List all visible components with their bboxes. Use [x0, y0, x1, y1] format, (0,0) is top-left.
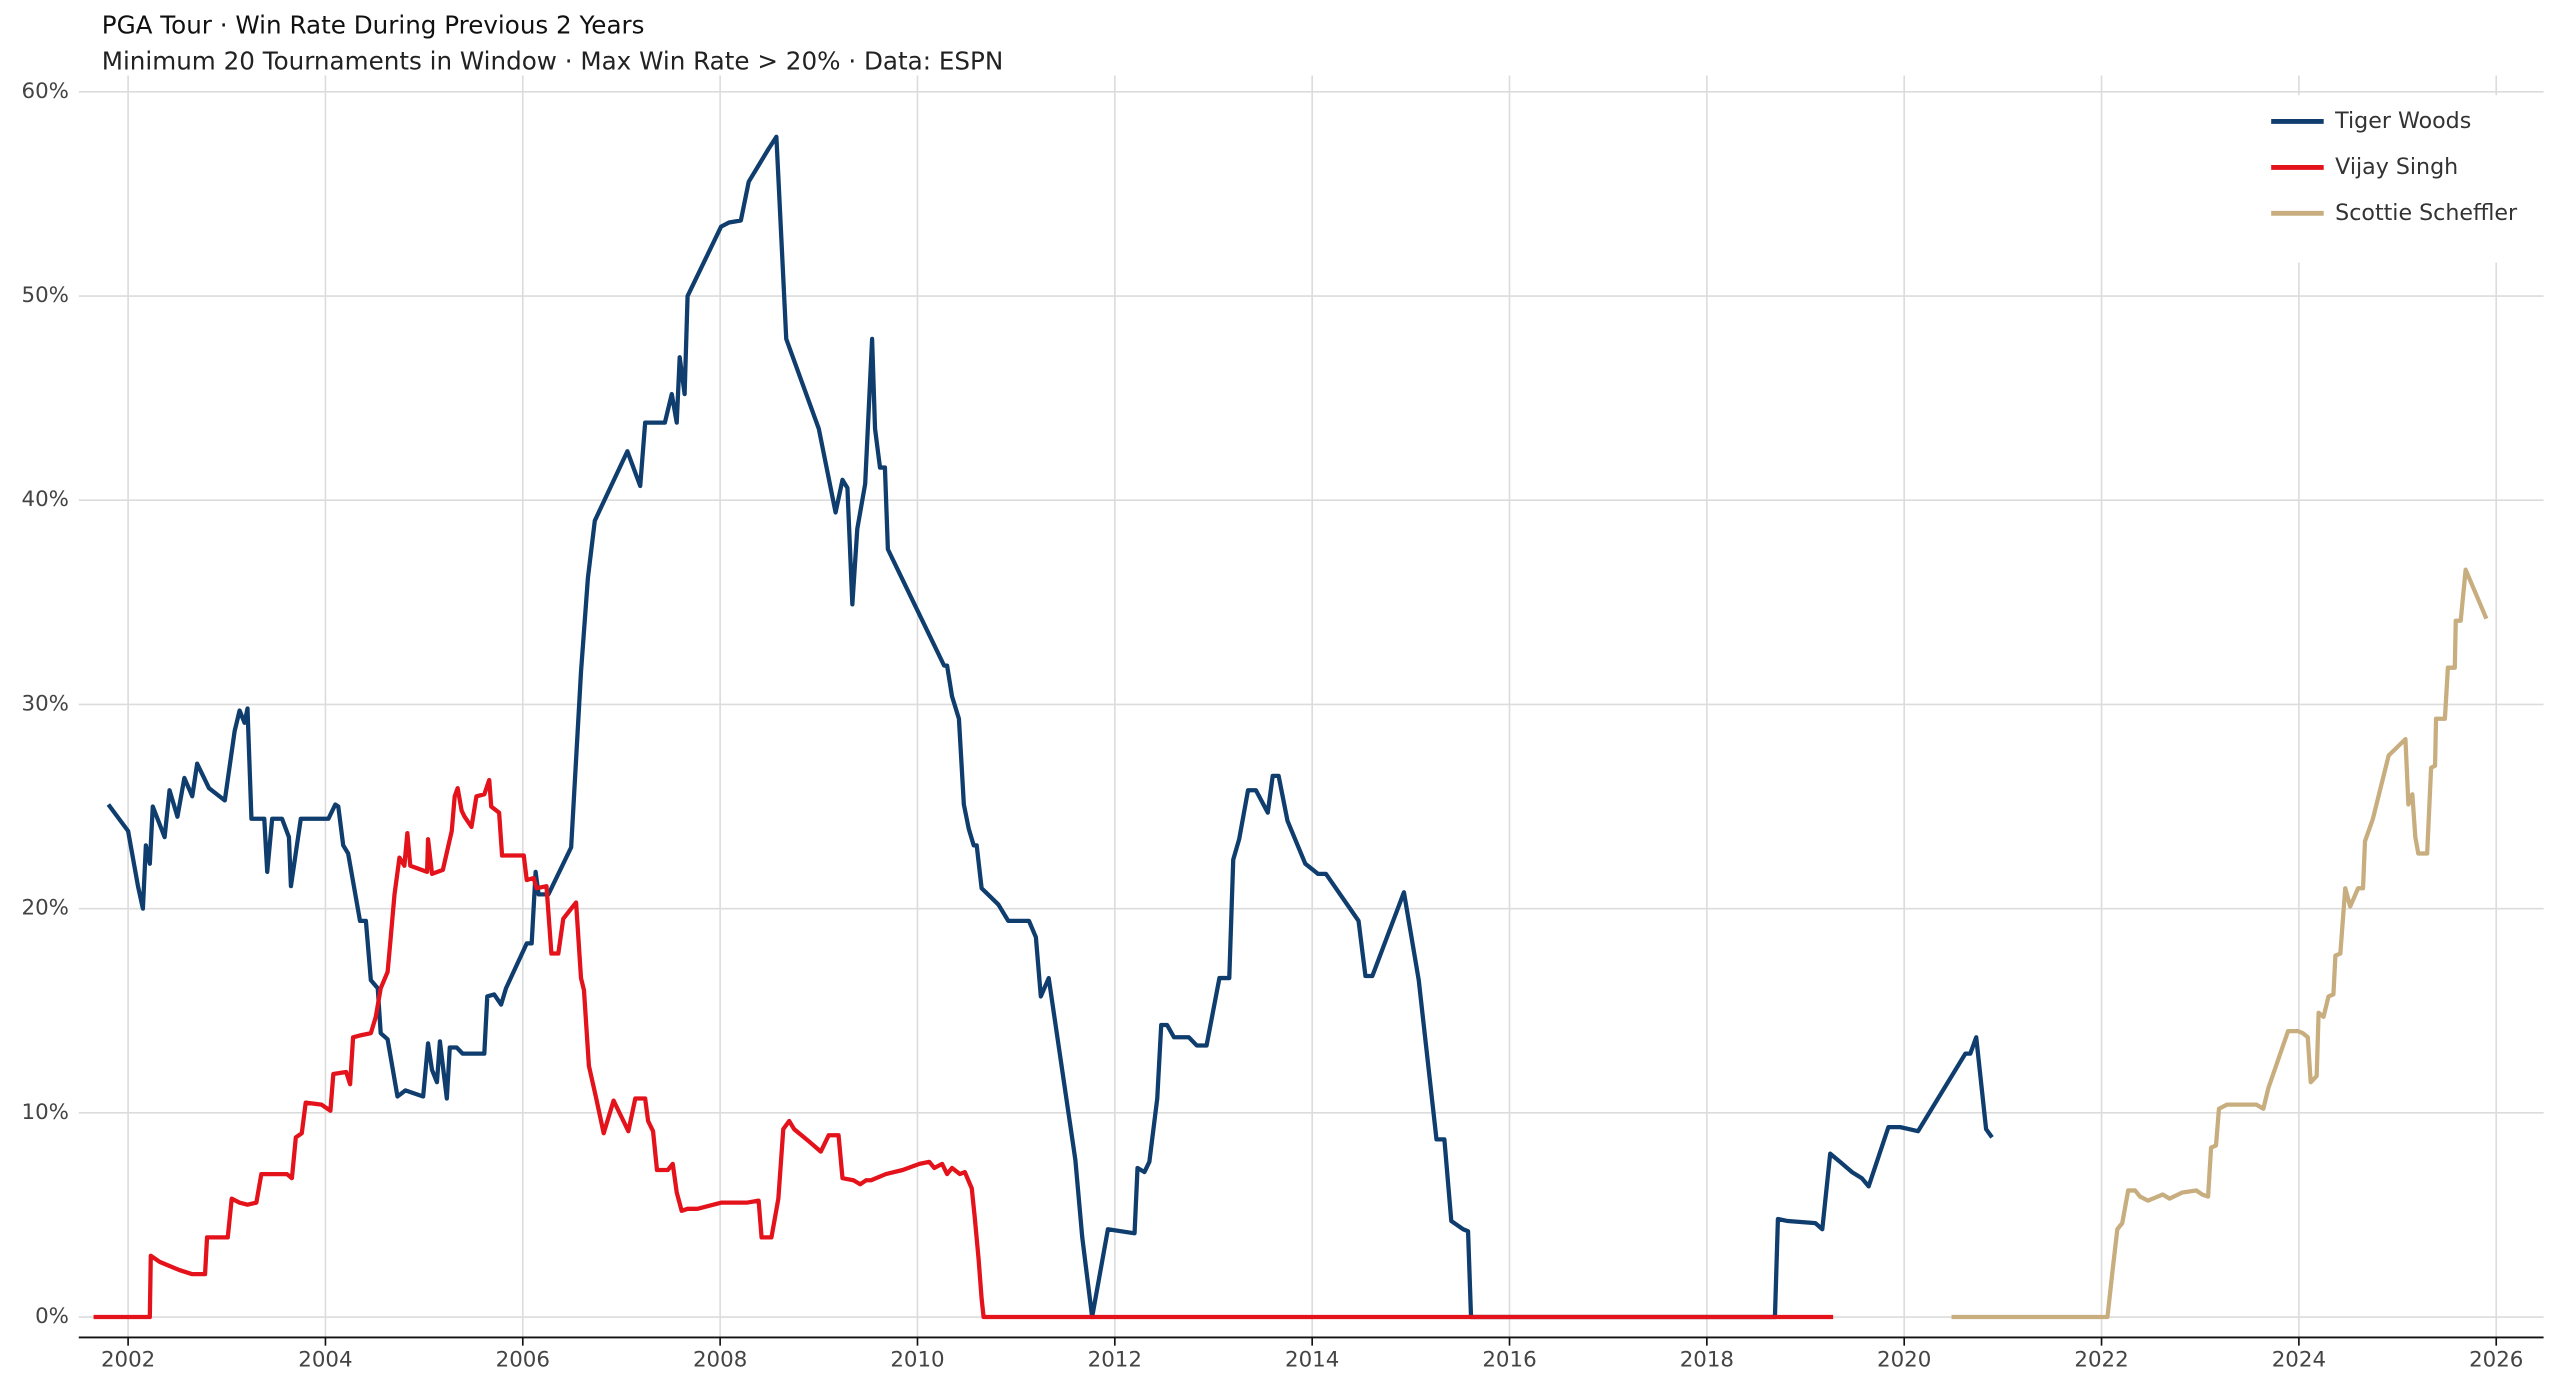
- legend: Tiger Woods Vijay Singh Scottie Scheffler: [2258, 95, 2534, 263]
- x-tick-label: 2026: [2469, 1347, 2523, 1372]
- series-line: [1951, 567, 2489, 1320]
- y-tick-label: 0%: [35, 1304, 69, 1329]
- x-tick-label: 2008: [693, 1347, 747, 1372]
- legend-label: Scottie Scheffler: [2335, 200, 2518, 226]
- x-tick-label: 2022: [2074, 1347, 2128, 1372]
- series-line: [106, 134, 1994, 1320]
- x-tick-label: 2004: [298, 1347, 352, 1372]
- y-tick-label: 40%: [22, 487, 69, 512]
- legend-label: Tiger Woods: [2334, 108, 2471, 134]
- x-tick-label: 2010: [890, 1347, 944, 1372]
- y-tick-label: 20%: [22, 896, 69, 921]
- y-tick-label: 10%: [22, 1100, 69, 1125]
- x-tick-label: 2006: [496, 1347, 550, 1372]
- x-tick-label: 2012: [1088, 1347, 1142, 1372]
- y-tick-label: 50%: [22, 283, 69, 308]
- series-line: [93, 777, 1834, 1320]
- chart-title: PGA Tour · Win Rate During Previous 2 Ye…: [102, 10, 645, 39]
- y-tick-label: 30%: [22, 691, 69, 716]
- x-tick-label: 2018: [1680, 1347, 1734, 1372]
- grid: [78, 75, 2544, 1338]
- x-tick-label: 2002: [101, 1347, 155, 1372]
- axes: 0% 10% 20% 30% 40% 50% 60% 2002 2004 2006 2008 2010…: [22, 79, 2544, 1372]
- chart-subtitle: Minimum 20 Tournaments in Window · Max W…: [102, 46, 1004, 75]
- x-tick-label: 2020: [1877, 1347, 1931, 1372]
- y-tick-label: 60%: [22, 79, 69, 104]
- x-tick-label: 2016: [1482, 1347, 1536, 1372]
- x-tick-label: 2014: [1285, 1347, 1339, 1372]
- legend-label: Vijay Singh: [2335, 154, 2458, 180]
- x-tick-label: 2024: [2272, 1347, 2326, 1372]
- plot-area: [93, 134, 2489, 1320]
